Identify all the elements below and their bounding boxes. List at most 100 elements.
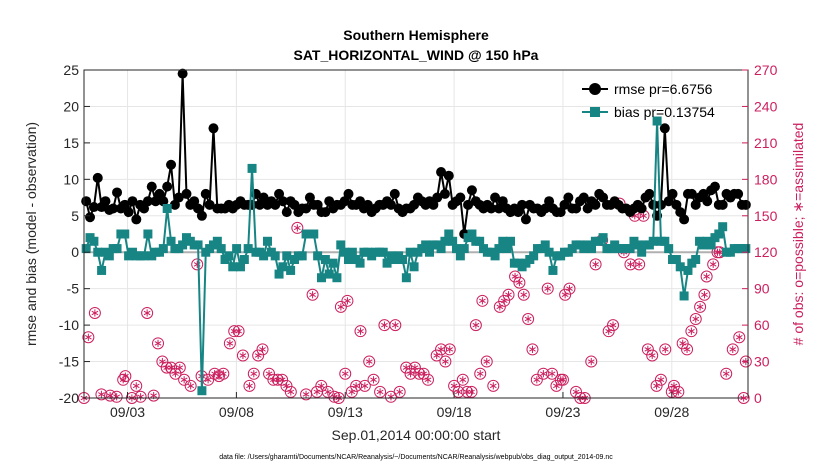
- obs-assimilated-stroke: [653, 383, 660, 389]
- obs-possible-point: [585, 355, 598, 368]
- bias-point: [664, 244, 674, 254]
- obs-possible-point: [178, 373, 191, 386]
- bias-point: [475, 236, 485, 246]
- obs-possible-point: [461, 385, 474, 398]
- obs-possible-point: [400, 361, 413, 374]
- obs-assimilated-stroke: [283, 383, 290, 389]
- rmse-point: [389, 188, 400, 199]
- obs-assimilated-point: [635, 260, 643, 268]
- plot-frame: [83, 69, 749, 399]
- bias-point: [409, 262, 419, 272]
- bias-point: [239, 255, 249, 265]
- rmse-point: [277, 196, 288, 207]
- obs-assimilated-point: [524, 315, 532, 323]
- plot-area: [84, 70, 748, 398]
- obs-possible-point: [659, 343, 672, 356]
- y-axis-right-label: # of obs: o=possible; ∗=assimilated: [790, 123, 806, 346]
- obs-assimilated-stroke: [683, 347, 691, 352]
- obs-possible-point: [707, 258, 720, 271]
- obs-possible-point: [480, 355, 493, 368]
- obs-possible-point: [119, 370, 132, 383]
- bias-point: [332, 273, 342, 283]
- obs-assimilated-stroke: [533, 377, 541, 383]
- obs-assimilated-point: [496, 303, 504, 311]
- y-tick-label: 25: [63, 62, 79, 78]
- bias-point: [324, 269, 334, 279]
- bias-point: [405, 247, 415, 257]
- obs-assimilated-stroke: [396, 389, 404, 395]
- obs-assimilated-point: [609, 321, 617, 329]
- bias-point: [262, 236, 272, 246]
- bias-point: [494, 244, 504, 254]
- obs-assimilated-point: [396, 388, 404, 396]
- obs-assimilated-point: [433, 351, 441, 360]
- obs-possible-point: [263, 367, 276, 380]
- obs-assimilated-point: [592, 260, 599, 268]
- obs-assimilated-stroke: [226, 341, 234, 346]
- obs-assimilated-stroke: [703, 274, 711, 279]
- obs-assimilated-stroke: [341, 371, 349, 376]
- obs-assimilated-point: [520, 291, 528, 299]
- obs-possible-point: [650, 379, 663, 392]
- rmse-point: [320, 207, 331, 218]
- obs-assimilated-stroke: [119, 377, 127, 383]
- bias-point: [309, 229, 319, 239]
- rmse-point: [709, 181, 720, 192]
- bias-point: [425, 247, 435, 257]
- bias-point: [637, 247, 647, 257]
- obs-assimilated-stroke: [433, 353, 441, 358]
- obs-possible-point: [509, 270, 522, 283]
- y-tick-label: -5: [67, 281, 80, 297]
- bias-point: [691, 255, 701, 265]
- obs-possible-point: [280, 379, 293, 392]
- obs-assimilated-point: [309, 291, 316, 299]
- obs-assimilated-stroke: [635, 262, 643, 267]
- obs-assimilated-stroke: [143, 310, 151, 316]
- obs-possible-point: [654, 373, 667, 386]
- obs-possible-point: [689, 313, 702, 326]
- bias-point: [347, 247, 357, 257]
- obs-assimilated-point: [91, 309, 99, 317]
- obs-assimilated-stroke: [407, 371, 414, 376]
- obs-assimilated-stroke: [246, 383, 253, 389]
- obs-possible-point: [435, 343, 448, 356]
- obs-possible-point: [563, 282, 576, 295]
- y-right-tick-label: 150: [754, 208, 778, 224]
- obs-assimilated-point: [235, 327, 242, 335]
- bias-point: [143, 229, 153, 239]
- obs-assimilated-point: [357, 327, 364, 335]
- obs-assimilated-point: [679, 339, 687, 347]
- bias-point: [328, 258, 338, 268]
- rmse-point: [466, 185, 477, 196]
- x-tick-label: 09/18: [437, 404, 472, 420]
- bias-point: [235, 262, 245, 272]
- obs-possible-point: [134, 390, 147, 403]
- rmse-point: [733, 188, 744, 199]
- obs-assimilated-point: [265, 370, 273, 378]
- y-right-tick-label: 30: [754, 354, 770, 370]
- obs-possible-point: [110, 390, 123, 403]
- legend-rmse-marker: [589, 83, 601, 95]
- y-right-tick-label: 240: [754, 98, 778, 114]
- obs-assimilated-point: [226, 339, 234, 347]
- obs-possible-point: [117, 373, 130, 386]
- obs-assimilated-point: [365, 357, 373, 366]
- bias-point: [247, 163, 257, 173]
- obs-assimilated-stroke: [159, 359, 166, 364]
- obs-possible-point: [550, 379, 563, 392]
- bias-point: [282, 251, 292, 261]
- rmse-point: [655, 199, 666, 210]
- obs-assimilated-point: [167, 364, 175, 372]
- y-tick-label: 0: [71, 244, 79, 260]
- bias-point: [448, 236, 458, 246]
- obs-assimilated-stroke: [496, 304, 504, 310]
- bias-point: [274, 269, 284, 279]
- obs-possible-point: [374, 385, 387, 398]
- obs-possible-point: [456, 373, 469, 386]
- bias-point: [316, 273, 326, 283]
- obs-assimilated-point: [605, 327, 613, 335]
- obs-assimilated-point: [407, 370, 414, 378]
- obs-assimilated-point: [246, 382, 253, 390]
- bias-point: [286, 265, 296, 275]
- rmse-point: [343, 188, 354, 199]
